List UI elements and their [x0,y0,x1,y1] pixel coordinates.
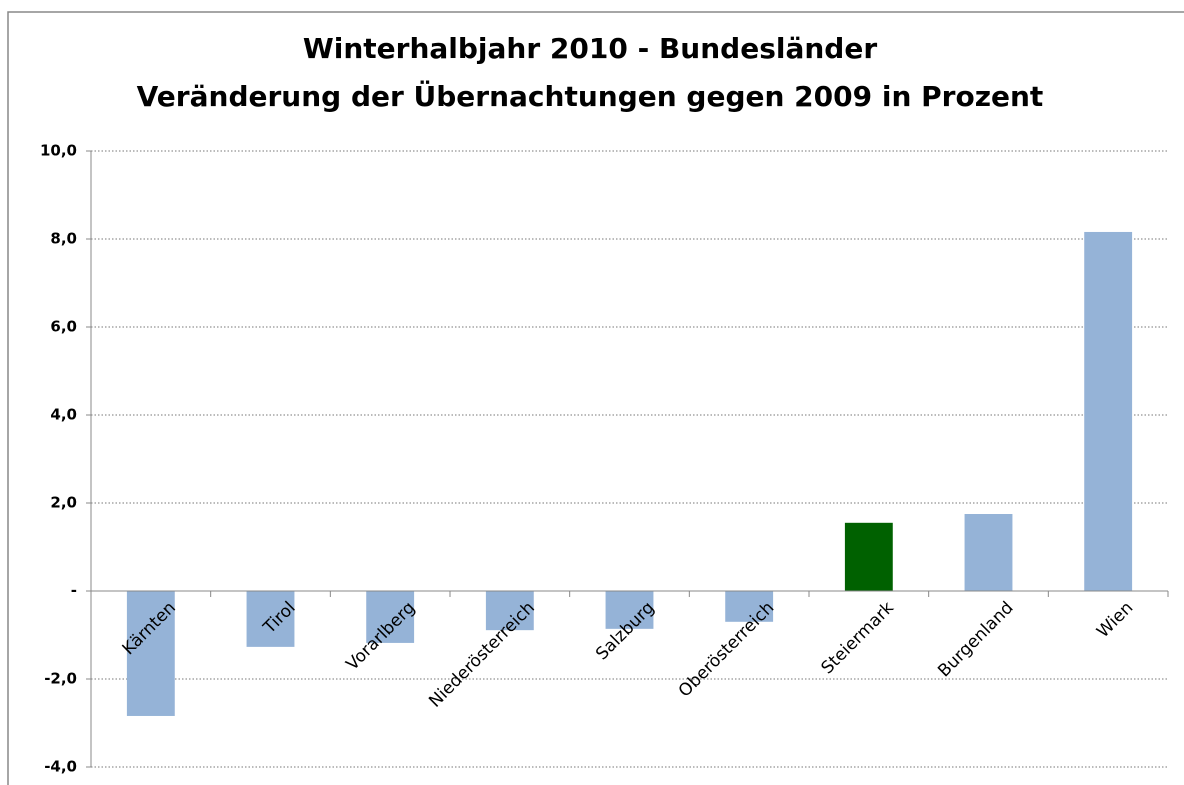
y-tick-label: -2,0 [44,670,77,688]
bar [964,514,1013,591]
y-tick-label: 8,0 [50,230,77,248]
bar [725,591,774,622]
bar [605,591,654,629]
y-tick-label: 6,0 [50,318,77,336]
y-tick-label: - [71,582,77,600]
y-tick-label: 4,0 [50,406,77,424]
bar [246,591,295,647]
y-tick-label: -4,0 [44,758,77,776]
chart-title: Winterhalbjahr 2010 - Bundesländer [303,32,877,65]
y-tick-label: 10,0 [40,142,77,160]
chart-frame [7,11,1184,785]
bar [366,591,415,643]
y-tick-label: 2,0 [50,494,77,512]
bar [844,522,893,591]
bar [126,591,175,716]
chart-subtitle: Veränderung der Übernachtungen gegen 200… [137,79,1044,113]
bar [485,591,534,631]
bar [1084,231,1133,591]
